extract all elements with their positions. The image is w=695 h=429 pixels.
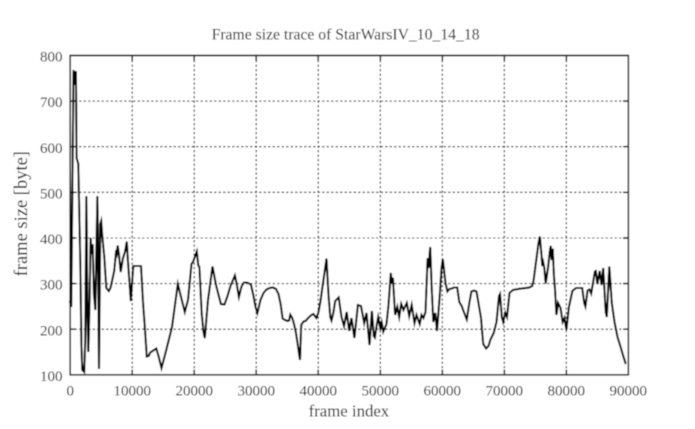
svg-text:Frame size trace of StarWarsIV: Frame size trace of StarWarsIV_10_14_18	[212, 27, 480, 44]
svg-text:700: 700	[40, 95, 63, 111]
svg-text:60000: 60000	[424, 383, 462, 399]
svg-text:80000: 80000	[548, 383, 586, 399]
svg-text:300: 300	[40, 278, 63, 294]
svg-text:500: 500	[40, 186, 63, 202]
svg-text:frame index: frame index	[309, 402, 390, 421]
svg-text:frame size [byte]: frame size [byte]	[12, 151, 32, 276]
svg-text:400: 400	[40, 232, 63, 248]
svg-text:10000: 10000	[113, 383, 151, 399]
svg-text:90000: 90000	[610, 383, 648, 399]
svg-text:40000: 40000	[299, 383, 337, 399]
svg-text:30000: 30000	[237, 383, 275, 399]
svg-text:100: 100	[40, 369, 63, 385]
svg-text:70000: 70000	[486, 383, 524, 399]
svg-text:50000: 50000	[362, 383, 400, 399]
svg-text:0: 0	[66, 383, 74, 399]
svg-text:200: 200	[40, 323, 63, 339]
svg-text:20000: 20000	[175, 383, 213, 399]
svg-text:800: 800	[40, 50, 63, 66]
svg-text:600: 600	[40, 141, 63, 157]
